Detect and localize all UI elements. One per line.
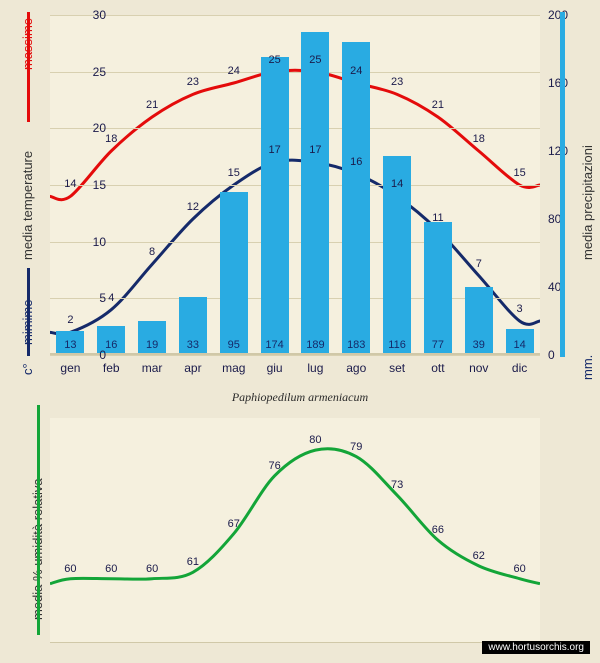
- precip-value: 13: [56, 339, 84, 351]
- precip-value: 174: [261, 339, 289, 351]
- plot-area-bottom: 60 60 60 61 67 76 80 79 73 66 62 60: [50, 418, 540, 643]
- curve-humidity: [50, 418, 540, 643]
- max-temp-value: 25: [263, 54, 287, 66]
- top-climate-chart: 13gen16feb19mar33apr95mag174giu189lug183…: [0, 0, 600, 385]
- min-temp-value: 11: [426, 212, 450, 224]
- humidity-line: [50, 449, 540, 584]
- min-temp-value: 15: [222, 167, 246, 179]
- humidity-value: 60: [99, 563, 123, 575]
- max-temp-value: 24: [222, 65, 246, 77]
- precip-value: 39: [465, 339, 493, 351]
- min-temp-value: 16: [344, 156, 368, 168]
- max-temp-value: 25: [303, 54, 327, 66]
- plot-area-top: 13gen16feb19mar33apr95mag174giu189lug183…: [50, 15, 540, 355]
- min-temp-value: 14: [385, 178, 409, 190]
- temp-tick: 10: [93, 235, 106, 249]
- precip-bar: [301, 32, 329, 353]
- month-label: mar: [138, 361, 166, 375]
- max-axis-indicator: [27, 12, 30, 122]
- min-axis-indicator: [27, 268, 30, 356]
- max-temp-value: 23: [385, 76, 409, 88]
- month-label: gen: [56, 361, 84, 375]
- month-label: feb: [97, 361, 125, 375]
- max-temp-value: 15: [508, 167, 532, 179]
- precip-value: 19: [138, 339, 166, 351]
- temp-tick: 5: [99, 291, 106, 305]
- month-label: dic: [506, 361, 534, 375]
- humidity-value: 73: [385, 479, 409, 491]
- max-temp-value: 23: [181, 76, 205, 88]
- min-temp-value: 2: [58, 314, 82, 326]
- temp-tick: 25: [93, 65, 106, 79]
- month-label: ago: [342, 361, 370, 375]
- min-temp-value: 3: [508, 303, 532, 315]
- month-label: giu: [261, 361, 289, 375]
- precip-value: 189: [301, 339, 329, 351]
- humidity-value: 66: [426, 524, 450, 536]
- precip-bar: [424, 222, 452, 353]
- temp-tick: 20: [93, 121, 106, 135]
- max-temp-value: 14: [58, 178, 82, 190]
- humidity-value: 60: [508, 563, 532, 575]
- precip-axis-indicator: [560, 12, 565, 357]
- humidity-value: 67: [222, 518, 246, 530]
- precip-tick: 160: [548, 76, 568, 90]
- humidity-value: 61: [181, 556, 205, 568]
- humidity-value: 79: [344, 441, 368, 453]
- precip-bar: [261, 57, 289, 353]
- month-label: mag: [220, 361, 248, 375]
- humidity-value: 76: [263, 460, 287, 472]
- precip-tick: 120: [548, 144, 568, 158]
- precip-tick: 0: [548, 348, 555, 362]
- precip-tick: 200: [548, 8, 568, 22]
- humidity-value: 60: [58, 563, 82, 575]
- humidity-value: 62: [467, 550, 491, 562]
- max-temp-value: 24: [344, 65, 368, 77]
- precip-bar: [220, 192, 248, 354]
- month-label: set: [383, 361, 411, 375]
- min-temp-value: 17: [263, 144, 287, 156]
- month-label: ott: [424, 361, 452, 375]
- precip-value: 14: [506, 339, 534, 351]
- bottom-humidity-chart: 60 60 60 61 67 76 80 79 73 66 62 60: [0, 413, 600, 663]
- humidity-axis-indicator: [37, 405, 40, 635]
- humidity-value: 60: [140, 563, 164, 575]
- precip-value: 77: [424, 339, 452, 351]
- month-label: lug: [301, 361, 329, 375]
- chart-title: Paphiopedilum armeniacum: [0, 390, 600, 405]
- credit-label: www.hortusorchis.org: [482, 641, 590, 654]
- humidity-value: 80: [303, 434, 327, 446]
- precip-bar: [342, 42, 370, 353]
- max-temp-value: 21: [426, 99, 450, 111]
- month-label: nov: [465, 361, 493, 375]
- temp-tick: 0: [99, 348, 106, 362]
- min-temp-value: 8: [140, 246, 164, 258]
- min-temp-value: 7: [467, 258, 491, 270]
- min-temp-value: 17: [303, 144, 327, 156]
- month-label: apr: [179, 361, 207, 375]
- max-temp-value: 18: [467, 133, 491, 145]
- precip-value: 95: [220, 339, 248, 351]
- precip-value: 116: [383, 339, 411, 351]
- precip-value: 183: [342, 339, 370, 351]
- precip-value: 33: [179, 339, 207, 351]
- temp-tick: 30: [93, 8, 106, 22]
- max-temp-value: 21: [140, 99, 164, 111]
- temp-tick: 15: [93, 178, 106, 192]
- min-temp-value: 12: [181, 201, 205, 213]
